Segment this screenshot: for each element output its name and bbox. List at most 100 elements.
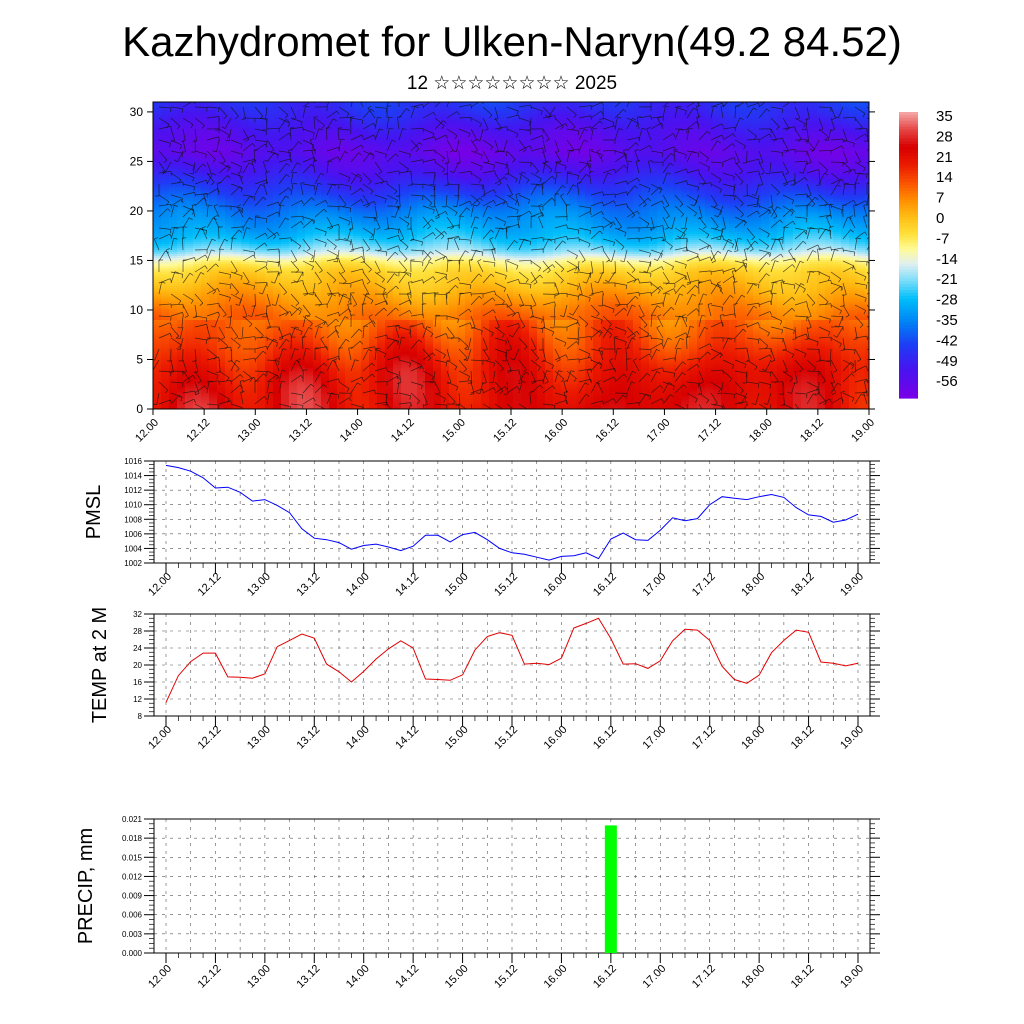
heat-cell [153,260,162,263]
heat-cell [209,230,218,233]
heat-cell [241,196,250,199]
heat-cell [153,364,162,367]
heat-cell [209,268,218,271]
heat-cell [233,234,242,237]
heat-cell [209,272,218,275]
heat-cell [161,382,170,385]
heat-cell [185,368,194,371]
heat-cell [153,188,162,191]
heat-cell [209,282,218,285]
heat-cell [217,134,226,137]
heat-cell [185,188,194,191]
heat-cell [217,364,226,367]
heat-cell [153,164,162,167]
heat-cell [193,318,202,321]
heat-cell [161,278,170,281]
heat-cell [185,264,194,267]
heat-cell [201,134,210,137]
heat-cell [225,214,234,217]
heat-cell [177,292,186,295]
heat-cell [209,210,218,213]
heat-cell [249,188,258,191]
heat-cell [169,344,178,347]
heat-cell [161,110,170,113]
heat-cell [177,162,186,165]
heat-cell [233,136,242,139]
heat-cell [169,270,178,273]
heat-cell [193,396,202,399]
heat-cell [185,388,194,391]
heat-cell [217,148,226,151]
heat-cell [161,332,170,335]
heat-cell [193,268,202,271]
heat-cell [153,132,162,135]
heat-cell [161,264,170,267]
heat-cell [217,398,226,401]
heat-cell [201,150,210,153]
heat-cell [209,342,218,345]
heat-cell [209,394,218,397]
heat-cell [169,262,178,265]
heat-cell [241,184,250,187]
heat-cell [161,310,170,313]
heat-cell [217,128,226,131]
heat-cell [169,286,178,289]
heat-cell [201,258,210,261]
heat-cell [241,248,250,251]
heat-cell [225,166,234,169]
heat-cell [177,146,186,149]
heat-cell [201,166,210,169]
heat-cell [201,374,210,377]
heat-cell [161,302,170,305]
heat-cell [169,254,178,257]
heat-cell [217,354,226,357]
heat-cell [241,324,250,327]
heat-cell [249,152,258,155]
heat-cell [185,316,194,319]
heat-cell [153,140,162,143]
heat-cell [249,114,258,117]
heat-cell [241,288,250,291]
heat-cell [249,226,258,229]
heat-cell [233,158,242,161]
heat-cell [161,148,170,151]
heat-cell [241,286,250,289]
heat-cell [185,280,194,283]
heat-cell [153,150,162,153]
heat-cell [225,314,234,317]
heat-cell [153,246,162,249]
heat-cell [153,406,162,409]
heat-cell [201,400,210,403]
heat-cell [217,268,226,271]
heat-cell [177,206,186,209]
heat-cell [193,180,202,183]
heat-cell [209,122,218,125]
heat-cell [153,250,162,253]
heat-cell [193,150,202,153]
heat-cell [153,312,162,315]
heat-cell [185,186,194,189]
heat-cell [241,396,250,399]
heat-cell [217,320,226,323]
heat-cell [201,162,210,165]
heat-cell [153,214,162,217]
heat-cell [177,320,186,323]
heat-cell [169,264,178,267]
heat-cell [193,294,202,297]
heat-cell [193,314,202,317]
heat-cell [209,296,218,299]
heat-cell [201,388,210,391]
heat-cell [185,282,194,285]
heat-cell [241,256,250,259]
heat-cell [217,150,226,153]
heat-cell [209,390,218,393]
heat-cell [209,334,218,337]
heat-cell [217,306,226,309]
heat-cell [161,130,170,133]
heat-cell [185,150,194,153]
heat-cell [177,124,186,127]
heat-cell [193,406,202,409]
heat-cell [217,290,226,293]
heat-cell [161,354,170,357]
heat-cell [161,296,170,299]
